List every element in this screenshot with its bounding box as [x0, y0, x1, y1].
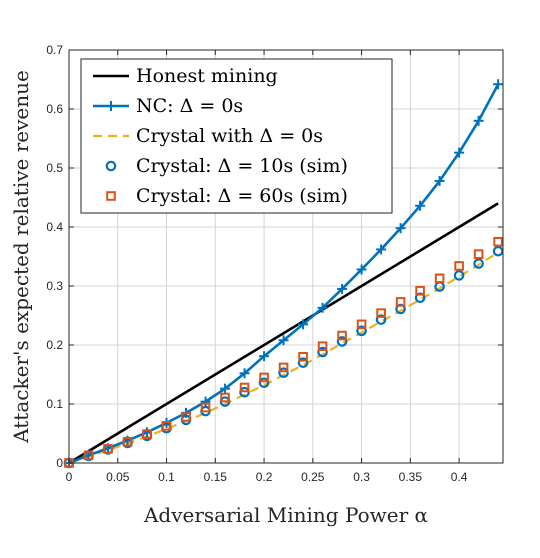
data-point — [395, 223, 406, 234]
data-point — [337, 330, 347, 341]
data-point — [258, 377, 270, 389]
data-point — [375, 314, 387, 325]
data-point — [415, 285, 425, 296]
legend-label: Honest mining — [136, 65, 278, 87]
legend-entry: Crystal with Δ = 0s — [93, 125, 323, 147]
data-point — [454, 147, 465, 158]
data-point — [356, 319, 367, 330]
x-tick-label: 0.35 — [399, 470, 423, 484]
x-tick-label: 0.3 — [353, 470, 370, 484]
data-point — [454, 261, 464, 271]
y-tick-label: 0.3 — [46, 279, 63, 293]
plot-series — [63, 79, 504, 469]
data-point — [473, 249, 484, 259]
x-tick-label: 0.05 — [106, 470, 130, 484]
y-tick-label: 0.7 — [46, 43, 63, 57]
data-point — [259, 372, 269, 383]
data-point — [122, 436, 133, 447]
series-line — [68, 251, 499, 465]
data-point — [317, 346, 328, 358]
legend-label: Crystal: Δ = 10s (sim) — [136, 155, 348, 177]
data-point — [83, 450, 94, 461]
plot-frame — [68, 49, 504, 464]
data-point — [220, 392, 230, 403]
legend-box — [80, 58, 393, 214]
data-point — [278, 362, 289, 373]
x-tick-label: 0.4 — [451, 470, 468, 484]
data-point — [317, 341, 328, 351]
data-point — [473, 115, 484, 126]
data-point — [297, 357, 309, 368]
data-point — [239, 382, 250, 393]
series-2 — [68, 251, 499, 465]
y-tick-label: 0.5 — [46, 161, 63, 175]
x-axis-label: Adversarial Mining Power α — [143, 503, 428, 527]
data-point — [142, 429, 152, 439]
y-tick-label: 0.4 — [46, 220, 63, 234]
data-point — [356, 325, 367, 337]
legend-label: Crystal: Δ = 60s (sim) — [136, 185, 348, 207]
data-point — [493, 79, 504, 90]
data-point — [434, 273, 445, 284]
x-tick-label: 0.25 — [301, 470, 325, 484]
y-tick-label: 0.1 — [46, 397, 63, 411]
data-point — [220, 383, 231, 394]
legend-marker — [105, 160, 117, 172]
data-point — [434, 175, 445, 186]
x-tick-label: 0.15 — [204, 470, 228, 484]
data-point — [336, 336, 348, 347]
data-point — [200, 402, 211, 413]
data-point — [493, 236, 503, 247]
x-tick-label: 0.2 — [256, 470, 273, 484]
data-point — [298, 319, 309, 330]
data-point — [492, 245, 504, 257]
legend-label: NC: Δ = 0s — [136, 95, 243, 117]
y-tick-label: 0 — [56, 456, 63, 470]
legend-label: Crystal with Δ = 0s — [136, 125, 323, 147]
data-point — [473, 258, 484, 269]
x-tick-label: 0.1 — [158, 470, 175, 484]
legend-entry: Crystal: Δ = 10s (sim) — [105, 155, 348, 177]
legend: Honest mining NC: Δ = 0s Crystal with Δ = … — [80, 58, 393, 214]
data-point — [200, 396, 211, 407]
y-tick-label: 0.2 — [46, 338, 63, 352]
data-point — [337, 283, 348, 294]
data-point — [376, 244, 387, 255]
axis-ticks: 0 0.05 0.1 0.15 0.2 0.25 0.3 0.35 0.4 0 0.1 0.2 0.3 0… — [46, 43, 503, 484]
data-point — [395, 297, 406, 307]
series-line — [68, 202, 499, 465]
series-0 — [68, 202, 499, 465]
data-point — [161, 421, 172, 431]
data-point — [356, 264, 367, 275]
data-point — [278, 335, 289, 346]
data-point — [181, 412, 191, 422]
legend-entry: NC: Δ = 0s — [93, 95, 243, 117]
y-axis-label: Attacker's expected relative revenue — [9, 70, 33, 444]
data-point — [317, 302, 328, 313]
legend-entry: Honest mining — [93, 65, 278, 87]
data-point — [278, 367, 289, 379]
data-point — [298, 352, 308, 362]
legend-entry: Crystal: Δ = 60s (sim) — [106, 185, 348, 207]
data-point — [259, 351, 270, 362]
data-point — [103, 444, 113, 454]
data-point — [415, 200, 426, 211]
data-point — [376, 308, 386, 318]
x-tick-label: 0 — [66, 470, 73, 484]
data-point — [239, 368, 250, 379]
legend-marker — [106, 101, 116, 111]
series-4 — [64, 236, 503, 468]
legend-marker — [106, 191, 116, 201]
data-point — [453, 270, 465, 281]
y-tick-label: 0.6 — [46, 102, 63, 116]
